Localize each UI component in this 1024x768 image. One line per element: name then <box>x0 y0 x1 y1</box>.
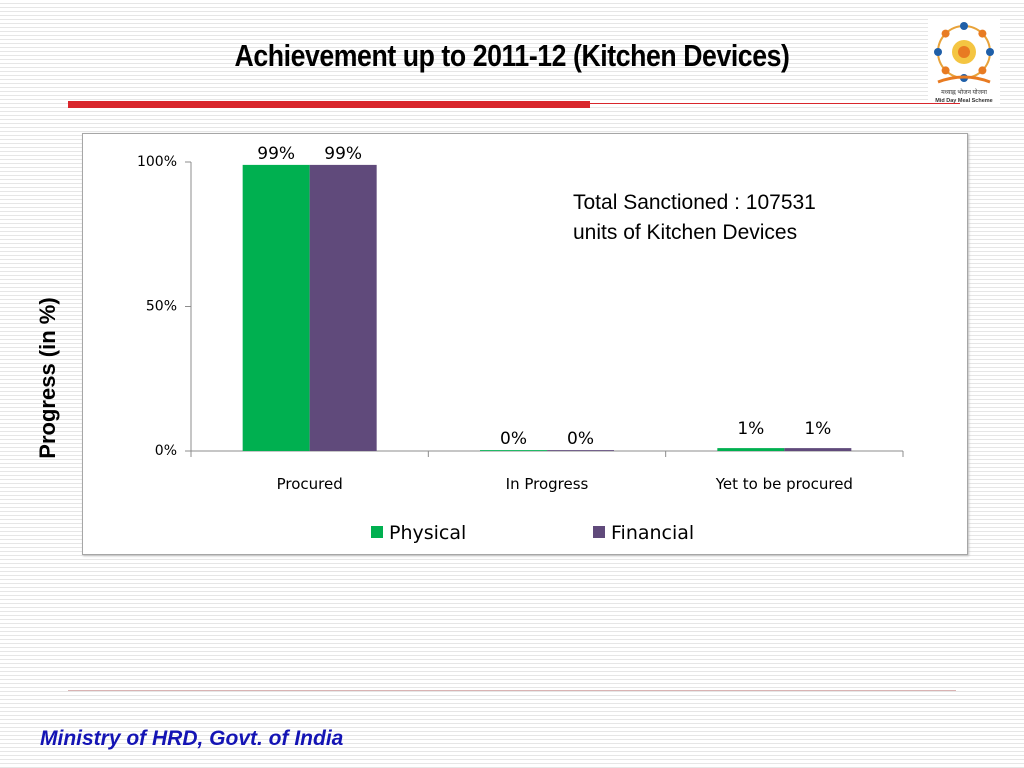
category-label: Yet to be procured <box>715 475 853 493</box>
legend-label-physical: Physical <box>389 522 466 544</box>
bar-physical-in-progress <box>480 450 547 451</box>
logo-english-text: Mid Day Meal Scheme <box>935 98 992 104</box>
title-accent-rule <box>68 101 590 108</box>
bar-physical-procured <box>242 164 310 451</box>
bar-financial-yet-to-be-procured <box>784 448 852 451</box>
footer-ministry: Ministry of HRD, Govt. of India <box>40 727 344 750</box>
legend-swatch-financial <box>593 526 605 538</box>
footer-rule <box>68 690 956 691</box>
title-thin-rule <box>590 103 960 104</box>
bar-financial-in-progress <box>547 450 614 451</box>
category-label: Procured <box>277 475 343 493</box>
logo-people-ring <box>934 22 994 82</box>
y-axis-title: Progress (in %) <box>35 297 60 459</box>
category-label: In Progress <box>506 475 589 493</box>
data-label: 0% <box>500 429 527 449</box>
bar-financial-procured <box>309 164 377 451</box>
logo-hindi-text: मध्याह्न भोजन योजना <box>941 88 987 96</box>
data-label: 99% <box>257 144 295 164</box>
data-label: 1% <box>737 419 764 439</box>
legend-swatch-physical <box>371 526 383 538</box>
total-sanctioned-annotation: Total Sanctioned : 107531 units of Kitche… <box>573 191 816 244</box>
data-label: 0% <box>567 429 594 449</box>
slide-title: Achievement up to 2011-12 (Kitchen Devic… <box>234 38 790 73</box>
y-tick-label: 50% <box>146 299 177 315</box>
data-label: 99% <box>324 144 362 164</box>
data-label: 1% <box>804 419 831 439</box>
y-tick-label: 100% <box>137 154 177 170</box>
legend-label-financial: Financial <box>611 522 694 544</box>
bar-physical-yet-to-be-procured <box>717 448 785 451</box>
y-tick-label: 0% <box>155 443 177 459</box>
chart-area: 0% 50% 100% 99% 0% 1% 99% 0% 1% Procured In Progre… <box>82 133 968 555</box>
bar-chart: 0% 50% 100% 99% 0% 1% 99% 0% 1% Procured In Progre… <box>137 144 904 544</box>
mid-day-meal-logo: मध्याह्न भोजन योजना Mid Day Meal Scheme <box>928 16 1000 106</box>
